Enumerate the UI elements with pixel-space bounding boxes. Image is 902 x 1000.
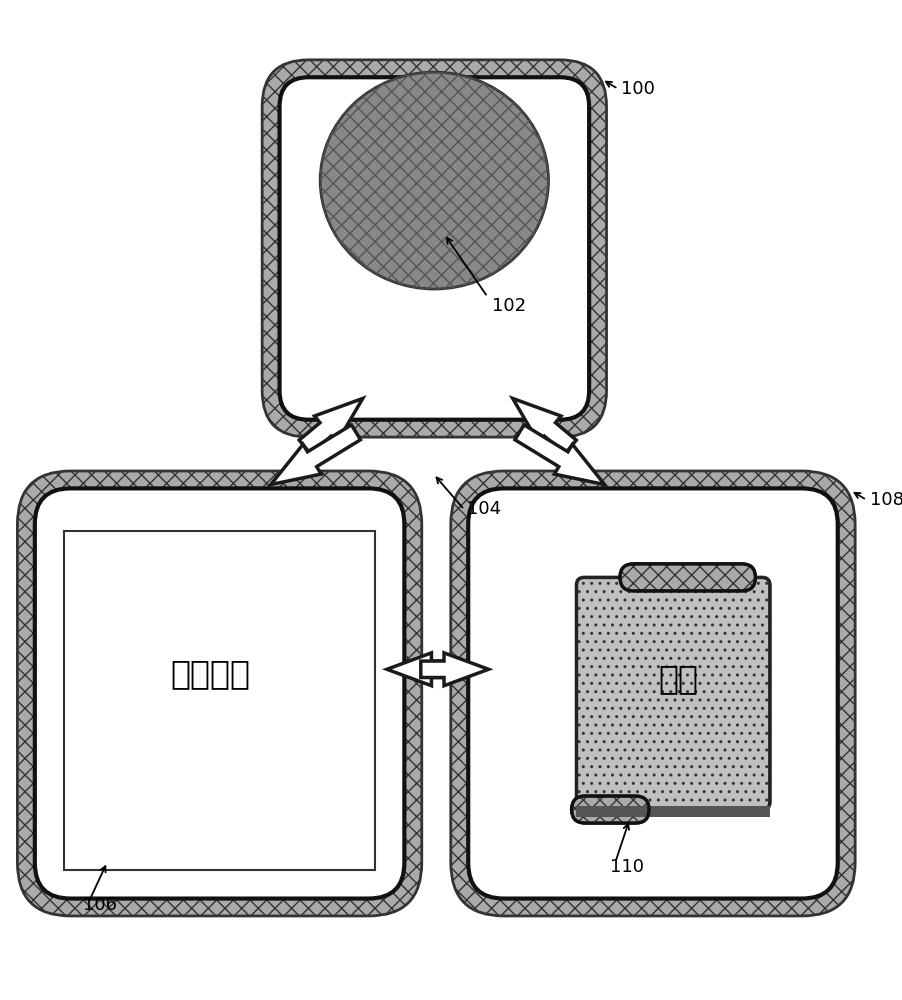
- Text: 108: 108: [870, 491, 902, 509]
- FancyArrow shape: [271, 425, 361, 485]
- Bar: [576, 806, 770, 817]
- FancyBboxPatch shape: [262, 60, 606, 437]
- FancyBboxPatch shape: [576, 577, 770, 810]
- FancyBboxPatch shape: [451, 471, 855, 916]
- FancyArrow shape: [299, 398, 363, 453]
- FancyBboxPatch shape: [620, 564, 755, 591]
- FancyBboxPatch shape: [17, 471, 422, 916]
- Text: 检验工具: 检验工具: [170, 658, 250, 691]
- FancyBboxPatch shape: [468, 488, 838, 899]
- Text: 104: 104: [467, 500, 502, 518]
- FancyArrow shape: [387, 653, 455, 686]
- Ellipse shape: [320, 72, 548, 289]
- FancyBboxPatch shape: [572, 796, 649, 823]
- FancyArrow shape: [512, 398, 576, 453]
- Bar: [64, 531, 375, 870]
- FancyBboxPatch shape: [451, 471, 855, 916]
- Text: 110: 110: [611, 858, 644, 876]
- FancyBboxPatch shape: [280, 77, 589, 420]
- Text: 102: 102: [492, 297, 527, 315]
- FancyBboxPatch shape: [17, 471, 422, 916]
- Text: 100: 100: [621, 80, 655, 98]
- FancyArrow shape: [421, 653, 489, 686]
- FancyBboxPatch shape: [35, 488, 404, 899]
- Text: 106: 106: [83, 896, 117, 914]
- FancyArrow shape: [515, 425, 604, 485]
- FancyBboxPatch shape: [262, 60, 606, 437]
- Text: 配方: 配方: [658, 662, 698, 695]
